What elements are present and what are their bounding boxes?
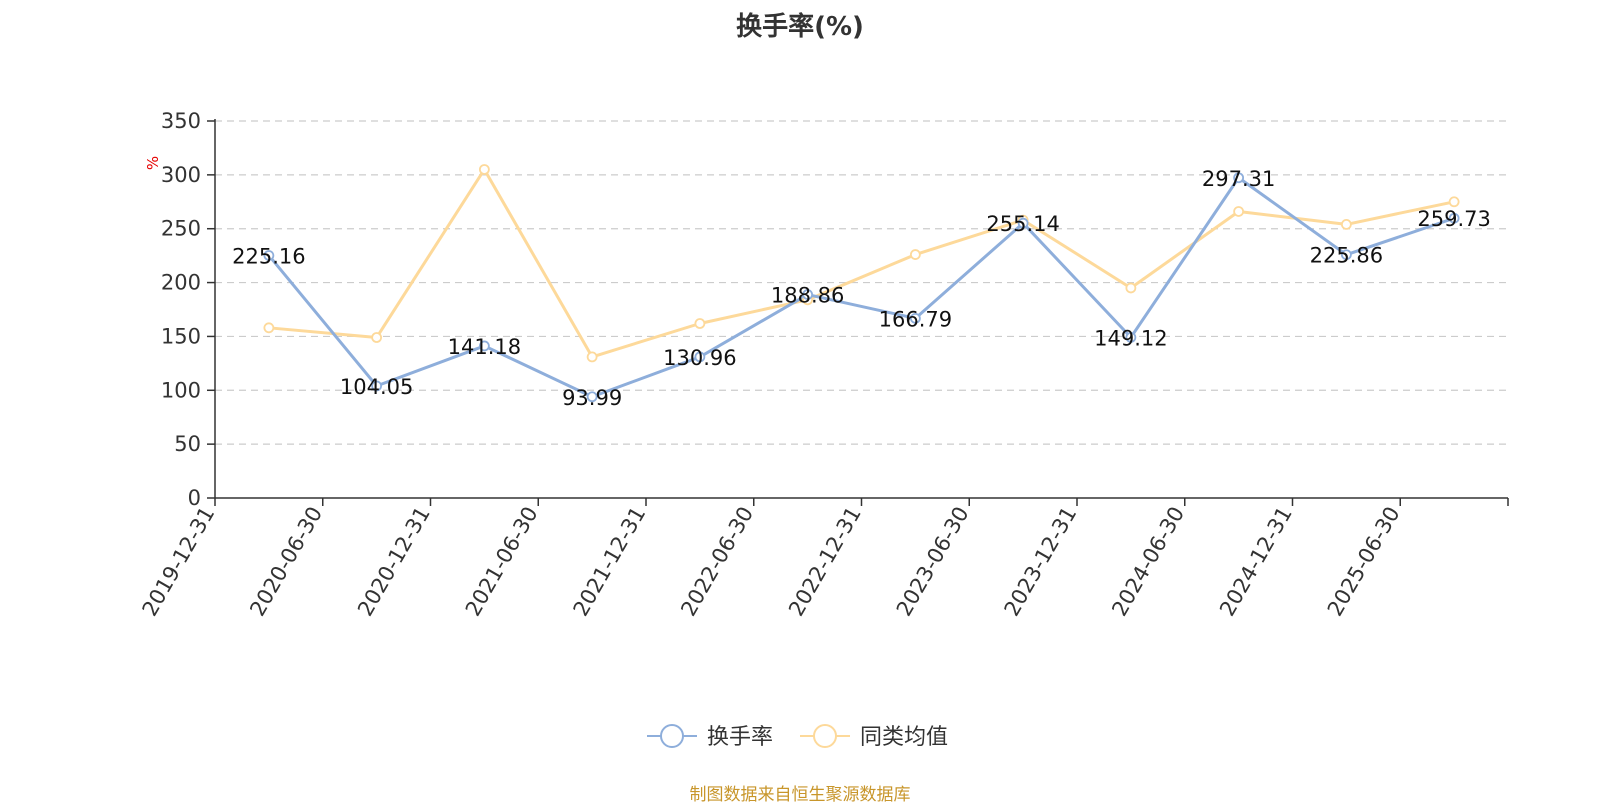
data-label: 259.73 — [1417, 207, 1490, 231]
legend-label: 同类均值 — [860, 725, 948, 750]
data-label: 93.99 — [562, 386, 622, 410]
data-point — [371, 332, 383, 343]
data-label: 188.86 — [771, 284, 844, 308]
data-label: 141.18 — [448, 335, 521, 359]
y-tick-label: 250 — [161, 217, 201, 241]
data-point — [1233, 206, 1245, 217]
x-tick-label: 2021-12-31 — [569, 503, 651, 621]
data-label: 297.31 — [1202, 167, 1275, 191]
y-tick-label: 100 — [161, 378, 201, 402]
series-points — [263, 164, 1460, 403]
data-label: 130.96 — [663, 346, 736, 370]
data-label: 225.16 — [232, 244, 305, 268]
data-point — [1448, 196, 1460, 208]
data-label: 166.79 — [879, 307, 952, 331]
x-tick-label: 2024-12-31 — [1215, 503, 1297, 621]
x-tick-label: 2020-06-30 — [245, 503, 327, 621]
y-tick-label: 0 — [188, 486, 201, 510]
y-tick-label: 200 — [161, 271, 201, 295]
x-tick-label: 2023-06-30 — [892, 503, 974, 621]
data-point — [263, 322, 275, 334]
data-point — [586, 391, 598, 403]
data-point — [478, 164, 490, 175]
data-point — [263, 250, 275, 261]
x-tick-label: 2024-06-30 — [1107, 503, 1189, 621]
y-axis-unit-label: % — [144, 156, 162, 170]
legend: 换手率 同类均值 — [647, 724, 948, 750]
data-labels: 225.16 104.05 141.18 93.99 130.96 188.86 166.7… — [232, 167, 1491, 410]
x-tick-label: 2020-12-31 — [353, 503, 435, 621]
series-line-1 — [267, 176, 1455, 399]
data-label: 255.14 — [986, 212, 1059, 236]
legend-label: 换手率 — [707, 725, 773, 750]
data-point — [1125, 282, 1137, 294]
data-point — [1340, 219, 1352, 230]
x-tick-label: 2021-06-30 — [461, 503, 543, 621]
data-point — [802, 289, 814, 300]
y-tick-label: 300 — [161, 163, 201, 187]
data-point — [1340, 249, 1352, 261]
data-point — [1125, 331, 1137, 343]
data-point — [1233, 172, 1245, 184]
data-source-note: 制图数据来自恒生聚源数据库 — [689, 785, 911, 805]
data-point — [909, 249, 921, 260]
chart-title: 换手率(%) — [736, 12, 864, 42]
legend-marker-1 — [660, 724, 684, 748]
x-tick-label: 2022-12-31 — [784, 503, 866, 621]
axes: 0 50 100 150 200 250 300 350% 2019-12-31 2020-06-… — [138, 109, 1509, 621]
x-tick-label: 2023-12-31 — [1000, 503, 1082, 621]
x-tick-label: 2025-06-30 — [1323, 503, 1405, 621]
data-point — [478, 340, 490, 352]
y-tick-label: 50 — [174, 432, 201, 456]
data-point — [1448, 212, 1460, 224]
series-lines — [267, 167, 1455, 399]
y-tick-label: 350 — [161, 109, 201, 133]
y-tick-label: 150 — [161, 324, 201, 348]
data-point — [371, 380, 383, 392]
data-label: 149.12 — [1094, 326, 1167, 350]
data-point — [586, 351, 598, 363]
x-tick-label: 2022-06-30 — [676, 503, 758, 621]
data-label: 225.86 — [1310, 244, 1383, 268]
data-point — [694, 351, 706, 363]
data-point — [694, 318, 706, 329]
series-line-2 — [268, 167, 1455, 359]
data-point — [909, 312, 921, 324]
data-point — [1017, 217, 1029, 229]
legend-marker-2 — [813, 724, 837, 748]
data-label: 104.05 — [340, 375, 413, 399]
x-tick-label: 2019-12-31 — [138, 503, 220, 621]
